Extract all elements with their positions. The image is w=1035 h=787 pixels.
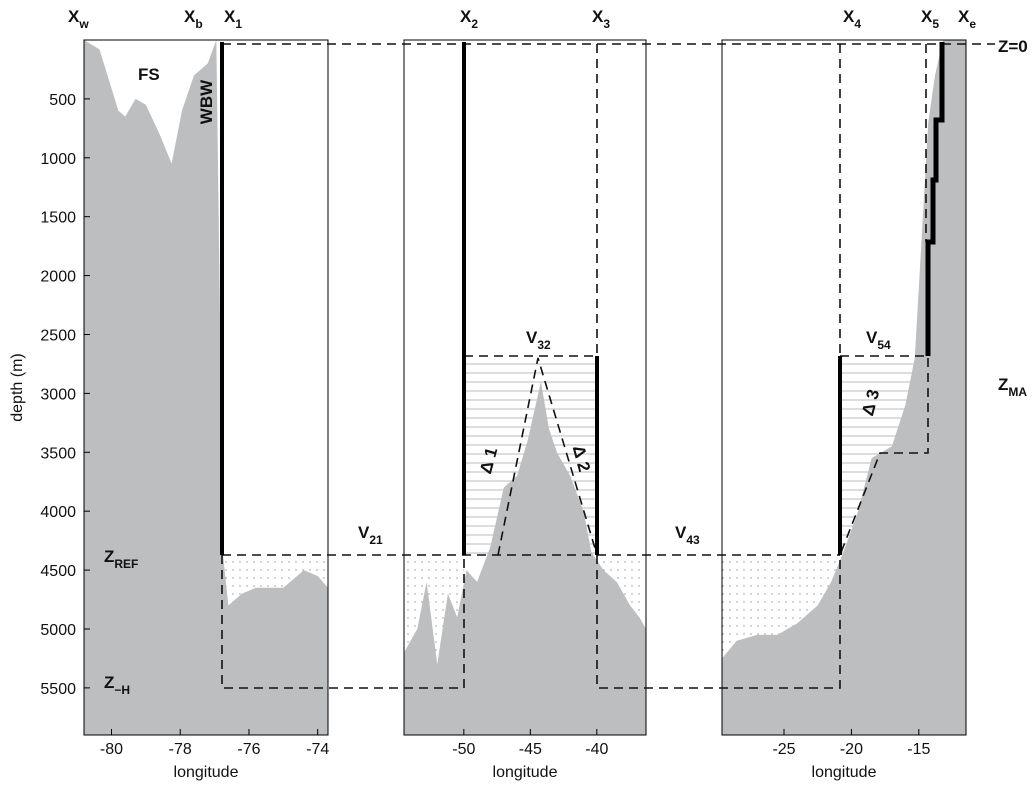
annotation-text: X [184, 7, 196, 26]
annotation-sub: 2 [471, 17, 478, 31]
dashed-box [221, 555, 465, 689]
x-axis-label: longitude [812, 764, 877, 781]
bathymetry-area [722, 40, 966, 735]
annotation-text: Z=0 [998, 37, 1028, 56]
y-tick-label: 2000 [40, 269, 76, 286]
annotation: X2 [460, 7, 478, 31]
annotation-text: V [675, 523, 687, 542]
y-axis-label: depth (m) [9, 353, 26, 421]
y-tick-label: 4500 [40, 563, 76, 580]
y-tick-label: 500 [49, 92, 76, 109]
dashed-line [839, 355, 929, 556]
annotation-text: Z [998, 375, 1008, 394]
annotation-text: X [843, 7, 855, 26]
x-axis-label: longitude [174, 764, 239, 781]
annotation: Xe [958, 7, 976, 31]
annotation-sub: 5 [932, 17, 939, 31]
x-tick-label: -40 [585, 741, 608, 758]
annotation: V43 [675, 523, 700, 547]
annotation-text: X [460, 7, 472, 26]
dashed-box [596, 555, 841, 689]
annotation-sub: 4 [854, 17, 861, 31]
annotation-text: FS [138, 65, 160, 84]
panel-frame [403, 39, 647, 736]
annotation-text: X [921, 7, 933, 26]
annotation-text: V [358, 523, 370, 542]
annotation-sub: 43 [686, 533, 700, 547]
annotation: X4 [843, 7, 861, 31]
annotation-sub: e [969, 17, 976, 31]
annotation: V54 [866, 328, 891, 352]
annotation-sub: 54 [877, 338, 891, 352]
annotation-sub: 1 [235, 17, 242, 31]
annotation: FS [138, 65, 160, 84]
annotation-sub: 21 [369, 533, 383, 547]
annotation-text: V [526, 328, 538, 347]
y-tick-label: 1500 [40, 210, 76, 227]
x-tick-label: -80 [100, 741, 123, 758]
y-tick-label: 1000 [40, 151, 76, 168]
y-tick-label: 5500 [40, 681, 76, 698]
annotation-text: Z [104, 547, 114, 566]
panel-frame [83, 39, 329, 736]
y-tick-label: 2500 [40, 327, 76, 344]
annotation: Z−H [104, 673, 130, 697]
x-tick-label: -25 [772, 741, 795, 758]
bathymetry-area [84, 40, 328, 735]
annotation-sub: −H [114, 683, 130, 697]
annotation: V32 [526, 328, 551, 352]
section-line [925, 42, 945, 356]
annotation-text: WBW [197, 79, 216, 124]
annotation: X1 [224, 7, 242, 31]
annotation-sub: 3 [603, 17, 610, 31]
annotation: Xw [68, 7, 89, 31]
annotation: V21 [358, 523, 383, 547]
annotation: X3 [592, 7, 610, 31]
y-tick-label: 3000 [40, 386, 76, 403]
annotation-sub: b [195, 17, 202, 31]
annotation-sub: w [78, 17, 89, 31]
x-tick-label: -76 [237, 741, 260, 758]
panel-frame [721, 39, 967, 736]
x-tick-label: -20 [840, 741, 863, 758]
annotation-text: X [68, 7, 80, 26]
annotation-text: X [224, 7, 236, 26]
y-tick-label: 5000 [40, 622, 76, 639]
annotation-text: Z [104, 673, 114, 692]
annotation: WBW [197, 79, 216, 124]
annotation-sub: REF [114, 557, 138, 571]
annotation-text: X [958, 7, 970, 26]
annotation-sub: 32 [537, 338, 551, 352]
annotation: Xb [184, 7, 203, 31]
x-axis-label: longitude [493, 764, 558, 781]
annotation: Z=0 [998, 37, 1028, 56]
annotation: ZREF [104, 547, 138, 571]
dashed-line [497, 357, 598, 556]
bathymetry [84, 40, 966, 735]
x-tick-label: -74 [306, 741, 329, 758]
annotation: ZMA [998, 375, 1027, 399]
x-tick-label: -45 [519, 741, 542, 758]
x-tick-label: -15 [907, 741, 930, 758]
annotation-text: V [866, 328, 878, 347]
y-tick-label: 4000 [40, 504, 76, 521]
x-tick-label: -50 [452, 741, 475, 758]
y-tick-label: 3500 [40, 445, 76, 462]
overlay [83, 39, 995, 736]
labels: -80 -78 -76 -74longitude5001000150020002500… [9, 7, 1028, 781]
annotation: X5 [921, 7, 939, 31]
x-tick-label: -78 [169, 741, 192, 758]
bathymetry-area [404, 381, 646, 735]
annotation-sub: MA [1008, 385, 1027, 399]
annotation-text: X [592, 7, 604, 26]
